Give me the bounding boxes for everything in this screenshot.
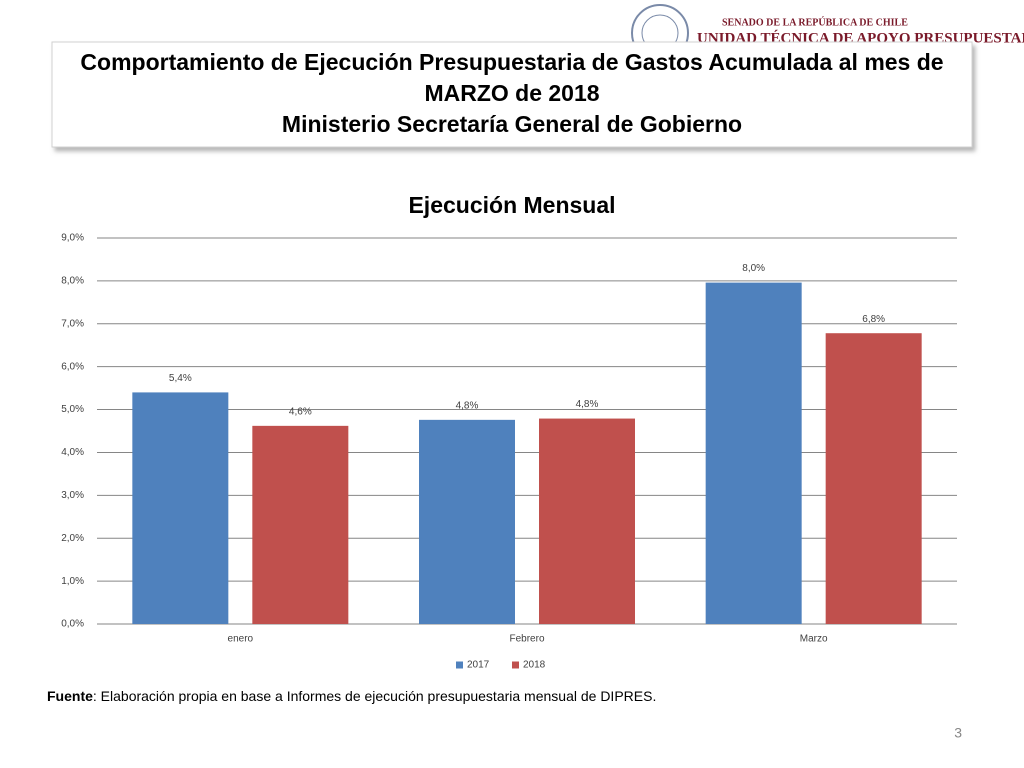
bar bbox=[252, 425, 349, 624]
bar bbox=[705, 282, 802, 624]
bar bbox=[825, 333, 922, 624]
legend-label: 2017 bbox=[467, 660, 490, 671]
y-tick-label: 2,0% bbox=[61, 533, 84, 544]
bar bbox=[419, 419, 515, 624]
legend-swatch bbox=[456, 661, 463, 669]
value-label: 4,6% bbox=[289, 406, 312, 417]
legend-label: 2018 bbox=[523, 660, 546, 671]
value-label: 4,8% bbox=[576, 399, 599, 410]
y-tick-label: 9,0% bbox=[61, 233, 84, 244]
chart-title: Ejecución Mensual bbox=[408, 192, 615, 218]
y-tick-label: 5,0% bbox=[61, 404, 84, 415]
x-tick-label: Febrero bbox=[509, 634, 544, 645]
source: Fuente: Elaboración propia en base a Inf… bbox=[47, 688, 656, 704]
bar bbox=[132, 392, 229, 624]
value-label: 8,0% bbox=[742, 263, 765, 274]
y-tick-label: 1,0% bbox=[61, 576, 84, 587]
source-label: Fuente bbox=[47, 688, 93, 704]
x-tick-label: Marzo bbox=[800, 634, 828, 645]
page-number: 3 bbox=[954, 725, 962, 741]
value-label: 6,8% bbox=[862, 314, 885, 325]
value-label: 5,4% bbox=[169, 373, 192, 384]
plot: 0,0% 1,0% 2,0% 3,0% 4,0% 5,0% 6,0% 7,0% 8,0% 9,0%… bbox=[61, 233, 957, 671]
y-tick-label: 7,0% bbox=[61, 318, 84, 329]
title-line: Comportamiento de Ejecución Presupuestar… bbox=[80, 49, 943, 75]
bar bbox=[539, 418, 635, 624]
value-label: 4,8% bbox=[456, 400, 479, 411]
y-tick-label: 0,0% bbox=[61, 619, 84, 630]
y-tick-label: 8,0% bbox=[61, 276, 84, 287]
logo-top: SENADO DE LA REPÚBLICA DE CHILE bbox=[722, 16, 908, 28]
title-line: MARZO de 2018 bbox=[424, 80, 599, 106]
y-tick-label: 4,0% bbox=[61, 447, 84, 458]
y-tick-label: 3,0% bbox=[61, 490, 84, 501]
title-box bbox=[51, 41, 973, 148]
legend-swatch bbox=[512, 661, 519, 669]
title-line: Ministerio Secretaría General de Gobiern… bbox=[282, 111, 742, 137]
x-tick-label: enero bbox=[228, 634, 254, 645]
source-text: : Elaboración propia en base a Informes … bbox=[93, 688, 656, 704]
y-tick-label: 6,0% bbox=[61, 361, 84, 372]
